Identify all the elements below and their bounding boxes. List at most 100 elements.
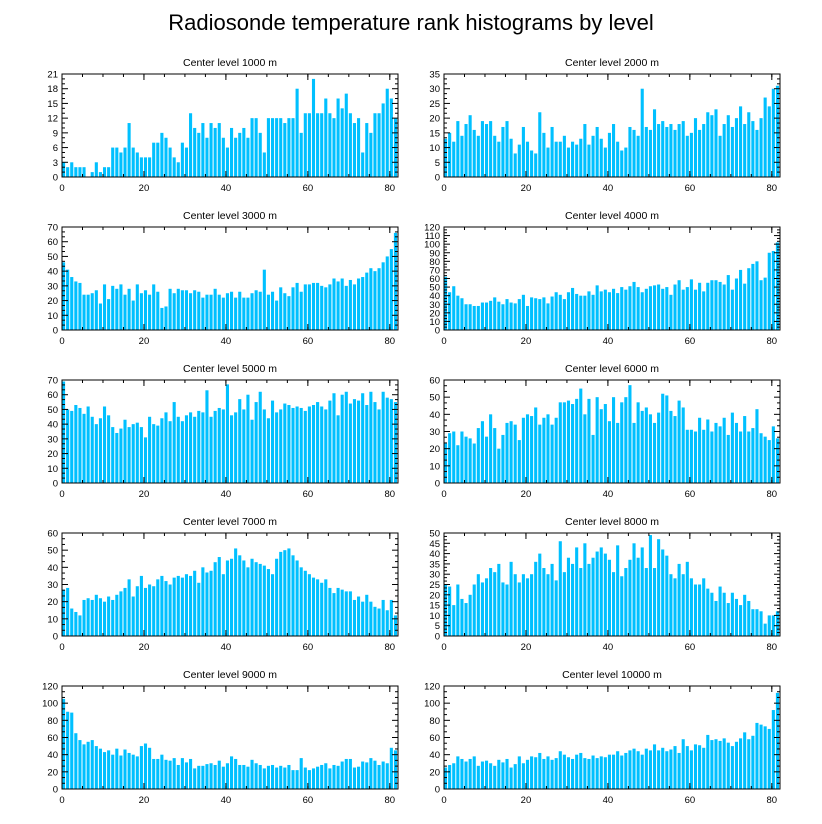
bar — [246, 297, 250, 330]
bar — [661, 747, 665, 789]
bar — [316, 766, 320, 789]
bar — [381, 103, 385, 177]
bar — [180, 290, 184, 330]
bar — [365, 762, 369, 789]
bar — [127, 288, 131, 330]
bar — [710, 280, 714, 330]
bar — [217, 557, 221, 636]
x-tick-label: 60 — [303, 642, 314, 653]
bar — [739, 106, 743, 177]
bar — [550, 296, 554, 330]
bar — [66, 409, 70, 483]
bar — [444, 767, 448, 789]
bar — [94, 424, 98, 483]
y-tick-label: 0 — [53, 479, 58, 490]
bar — [295, 560, 299, 636]
bar — [521, 417, 525, 483]
bar — [751, 735, 755, 789]
bar — [98, 418, 102, 483]
bar — [673, 578, 677, 636]
bar — [119, 755, 123, 789]
bar — [681, 121, 685, 177]
bar — [115, 147, 119, 177]
bar — [530, 150, 534, 177]
bar — [501, 304, 505, 330]
bar — [681, 574, 685, 636]
bar — [377, 409, 381, 483]
y-tick-label: 70 — [47, 223, 58, 234]
bar — [336, 98, 340, 177]
x-tick-label: 0 — [441, 489, 446, 500]
histogram-panel-6: Center level 6000 m 0 10 20 30 40 50 60 0 20 40 60 8… — [429, 363, 781, 500]
bar — [209, 570, 213, 636]
bar — [489, 763, 493, 789]
bar — [558, 751, 562, 789]
x-tick-label: 0 — [441, 336, 446, 347]
bar — [299, 132, 303, 177]
x-tick-label: 40 — [221, 489, 232, 500]
bar — [66, 587, 70, 636]
bar — [607, 132, 611, 177]
bar — [640, 410, 644, 483]
bar — [661, 121, 665, 177]
bar — [283, 403, 287, 483]
panel-title: Center level 10000 m — [562, 669, 662, 681]
bar — [123, 294, 127, 330]
x-tick-label: 40 — [221, 183, 232, 194]
bar — [320, 582, 324, 636]
y-tick-label: 35 — [429, 559, 440, 570]
bar — [693, 118, 698, 177]
bar — [82, 413, 86, 483]
bar — [759, 280, 763, 330]
bar — [677, 400, 681, 483]
bar — [238, 132, 242, 177]
bar — [525, 305, 530, 330]
bar — [393, 750, 397, 790]
bar — [225, 147, 229, 177]
bar — [702, 747, 706, 789]
panel-title: Center level 3000 m — [183, 210, 277, 222]
bar — [82, 599, 86, 636]
bar — [480, 421, 484, 483]
bar — [603, 757, 607, 789]
x-tick-label: 60 — [303, 795, 314, 806]
bar — [152, 586, 156, 636]
bar — [135, 422, 139, 483]
bar — [575, 144, 579, 177]
y-tick-label: 25 — [429, 580, 440, 591]
bar — [571, 404, 575, 483]
bar — [217, 760, 221, 789]
bar — [119, 284, 123, 330]
bar — [571, 758, 575, 789]
bar — [74, 733, 78, 789]
bar — [591, 135, 595, 177]
bar — [328, 768, 332, 789]
bar — [119, 428, 123, 483]
bar — [550, 424, 554, 483]
bar — [739, 269, 743, 330]
bar — [612, 397, 616, 483]
x-tick-label: 20 — [139, 489, 150, 500]
bar — [270, 764, 275, 789]
bar — [352, 599, 357, 636]
y-tick-label: 80 — [47, 716, 58, 727]
bar — [747, 600, 751, 636]
bar — [763, 97, 767, 177]
bar — [509, 421, 513, 483]
y-tick-label: 120 — [42, 682, 58, 693]
bar — [644, 748, 648, 789]
main-title: Radiosonde temperature rank histograms b… — [168, 10, 654, 35]
y-tick-label: 0 — [435, 326, 440, 337]
bar — [591, 434, 595, 483]
bar — [176, 575, 180, 636]
bar — [747, 739, 751, 789]
y-tick-label: 60 — [47, 390, 58, 401]
bar — [464, 436, 468, 483]
bar — [303, 570, 307, 636]
bar — [119, 152, 123, 177]
bar — [530, 756, 534, 789]
bar — [86, 406, 90, 483]
bar — [143, 157, 148, 177]
bar — [205, 764, 209, 789]
bar — [763, 623, 767, 636]
